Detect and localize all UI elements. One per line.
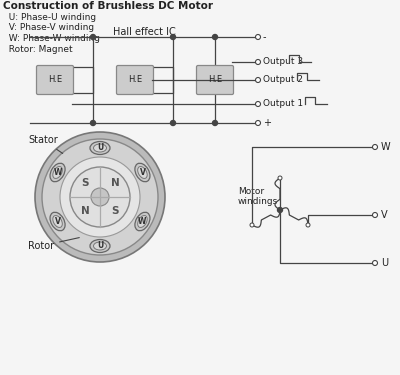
Text: Output 3: Output 3 bbox=[263, 57, 303, 66]
Text: -: - bbox=[263, 32, 266, 42]
Circle shape bbox=[256, 60, 260, 64]
Text: V: V bbox=[381, 210, 388, 220]
Ellipse shape bbox=[53, 166, 62, 178]
Circle shape bbox=[250, 223, 254, 227]
Ellipse shape bbox=[94, 144, 106, 152]
Text: N: N bbox=[81, 206, 89, 216]
Text: S: S bbox=[111, 206, 119, 216]
Text: Rotor: Magnet: Rotor: Magnet bbox=[3, 45, 73, 54]
Text: +: + bbox=[263, 118, 271, 128]
Circle shape bbox=[256, 120, 260, 126]
Ellipse shape bbox=[135, 163, 150, 182]
Circle shape bbox=[278, 207, 282, 213]
Circle shape bbox=[372, 261, 378, 266]
Circle shape bbox=[256, 78, 260, 82]
Ellipse shape bbox=[50, 212, 65, 231]
Text: W: Phase-W winding: W: Phase-W winding bbox=[3, 34, 100, 43]
Text: H.E: H.E bbox=[208, 75, 222, 84]
Ellipse shape bbox=[135, 212, 150, 231]
Text: Motor
windings: Motor windings bbox=[238, 187, 278, 206]
Text: Construction of Brushless DC Motor: Construction of Brushless DC Motor bbox=[3, 1, 213, 11]
Circle shape bbox=[35, 132, 165, 262]
Text: U: U bbox=[97, 242, 103, 250]
Circle shape bbox=[372, 213, 378, 217]
Circle shape bbox=[372, 144, 378, 150]
Ellipse shape bbox=[90, 141, 110, 154]
Text: V: V bbox=[55, 217, 60, 226]
Circle shape bbox=[170, 120, 176, 126]
FancyBboxPatch shape bbox=[36, 66, 74, 94]
Text: S: S bbox=[81, 178, 89, 188]
Text: N: N bbox=[111, 178, 119, 188]
Circle shape bbox=[70, 167, 130, 227]
Text: Rotor: Rotor bbox=[28, 238, 79, 251]
Text: Stator: Stator bbox=[28, 135, 63, 153]
Text: Hall effect IC: Hall effect IC bbox=[113, 27, 175, 37]
Circle shape bbox=[91, 188, 109, 206]
FancyBboxPatch shape bbox=[196, 66, 234, 94]
Circle shape bbox=[42, 139, 158, 255]
Text: Output 1: Output 1 bbox=[263, 99, 303, 108]
Circle shape bbox=[278, 176, 282, 180]
Text: U: U bbox=[97, 144, 103, 153]
Circle shape bbox=[90, 34, 96, 39]
Text: W: W bbox=[381, 142, 391, 152]
Ellipse shape bbox=[50, 163, 65, 182]
Ellipse shape bbox=[53, 216, 62, 228]
Circle shape bbox=[212, 120, 218, 126]
Text: H.E: H.E bbox=[128, 75, 142, 84]
Ellipse shape bbox=[138, 216, 147, 228]
Circle shape bbox=[60, 157, 140, 237]
Ellipse shape bbox=[90, 240, 110, 252]
FancyBboxPatch shape bbox=[116, 66, 154, 94]
Circle shape bbox=[256, 34, 260, 39]
Text: U: Phase-U winding: U: Phase-U winding bbox=[3, 13, 96, 22]
Text: Output 2: Output 2 bbox=[263, 75, 303, 84]
Text: W: W bbox=[138, 217, 147, 226]
Text: V: Phase-V winding: V: Phase-V winding bbox=[3, 24, 94, 33]
Circle shape bbox=[90, 120, 96, 126]
Text: V: V bbox=[140, 168, 145, 177]
Circle shape bbox=[306, 223, 310, 227]
Circle shape bbox=[170, 34, 176, 39]
Text: W: W bbox=[53, 168, 62, 177]
Circle shape bbox=[212, 34, 218, 39]
Text: H.E: H.E bbox=[48, 75, 62, 84]
Ellipse shape bbox=[138, 166, 147, 178]
Ellipse shape bbox=[94, 242, 106, 250]
Text: U: U bbox=[381, 258, 388, 268]
Circle shape bbox=[256, 102, 260, 106]
